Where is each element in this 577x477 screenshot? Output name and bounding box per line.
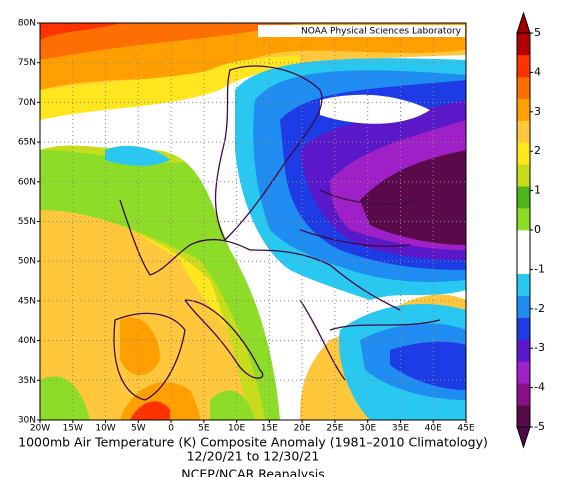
colorbar-label: 1 <box>534 184 541 197</box>
colorbar-band <box>517 339 530 362</box>
y-tick-label: 45N <box>18 296 36 306</box>
x-tick-label: 10W <box>95 424 115 434</box>
colorbar-band <box>517 251 530 275</box>
colorbar-label: 2 <box>534 144 541 157</box>
colorbar-band <box>517 98 530 121</box>
x-tick-label: 5W <box>131 424 146 434</box>
colorbar-label: -3 <box>534 341 545 354</box>
anomaly-field <box>40 23 466 420</box>
colorbar-band <box>517 76 530 99</box>
date-range: 12/20/21 to 12/30/21 <box>187 449 320 464</box>
colorbar-label: -4 <box>534 381 545 394</box>
x-tick-label: 20W <box>30 424 50 434</box>
x-tick-label: 10E <box>228 424 245 434</box>
colorbar-label: 4 <box>534 65 541 78</box>
colorbar-label: 3 <box>534 105 541 118</box>
y-tick-label: 50N <box>18 257 36 267</box>
x-tick-label: 45E <box>457 424 474 434</box>
colorbar-band <box>517 142 530 165</box>
colorbar: 5 4 3 2 1 0 -1 -2 -3 -4 -5 <box>516 11 545 449</box>
x-tick-label: 25E <box>326 424 343 434</box>
x-tick-label: 40E <box>425 424 442 434</box>
colorbar-band <box>517 186 530 209</box>
data-source: NCEP/NCAR Reanalysis <box>181 467 324 477</box>
colorbar-band <box>517 54 530 78</box>
colorbar-label: -1 <box>534 262 545 275</box>
colorbar-label: 5 <box>534 26 541 39</box>
colorbar-label: -2 <box>534 302 545 315</box>
y-tick-label: 30N <box>18 416 36 426</box>
colorbar-band <box>517 405 530 428</box>
credit-box <box>258 25 465 37</box>
colorbar-band <box>517 33 530 56</box>
colorbar-band <box>517 120 530 143</box>
colorbar-band <box>517 208 530 231</box>
y-tick-label: 75N <box>18 58 36 68</box>
y-tick-label: 80N <box>18 19 36 29</box>
colorbar-band <box>517 383 530 406</box>
colorbar-band <box>517 273 530 296</box>
y-tick-label: 60N <box>18 177 36 187</box>
x-tick-label: 35E <box>392 424 409 434</box>
colorbar-high <box>516 11 531 34</box>
colorbar-label: 0 <box>534 223 541 236</box>
y-tick-label: 55N <box>18 217 36 227</box>
map-title: 1000mb Air Temperature (K) Composite Ano… <box>18 435 488 450</box>
y-tick-label: 40N <box>18 336 36 346</box>
x-tick-label: 15E <box>261 424 278 434</box>
colorbar-band <box>517 230 530 253</box>
x-tick-label: 5E <box>198 424 210 434</box>
colorbar-band <box>517 295 530 318</box>
colorbar-band <box>517 164 530 187</box>
y-tick-label: 70N <box>18 98 36 108</box>
map-frame <box>39 22 467 421</box>
colorbar-low <box>516 426 531 449</box>
colorbar-band <box>517 361 530 384</box>
x-tick-label: 30E <box>359 424 376 434</box>
x-tick-label: 20E <box>294 424 311 434</box>
x-tick-label: 15W <box>63 424 83 434</box>
colorbar-label: -5 <box>534 420 545 433</box>
y-tick-label: 35N <box>18 376 36 386</box>
x-tick-label: 0 <box>168 424 174 434</box>
colorbar-band <box>517 317 530 340</box>
y-tick-label: 65N <box>18 138 36 148</box>
credit: NOAA Physical Sciences Laboratory <box>301 27 462 37</box>
